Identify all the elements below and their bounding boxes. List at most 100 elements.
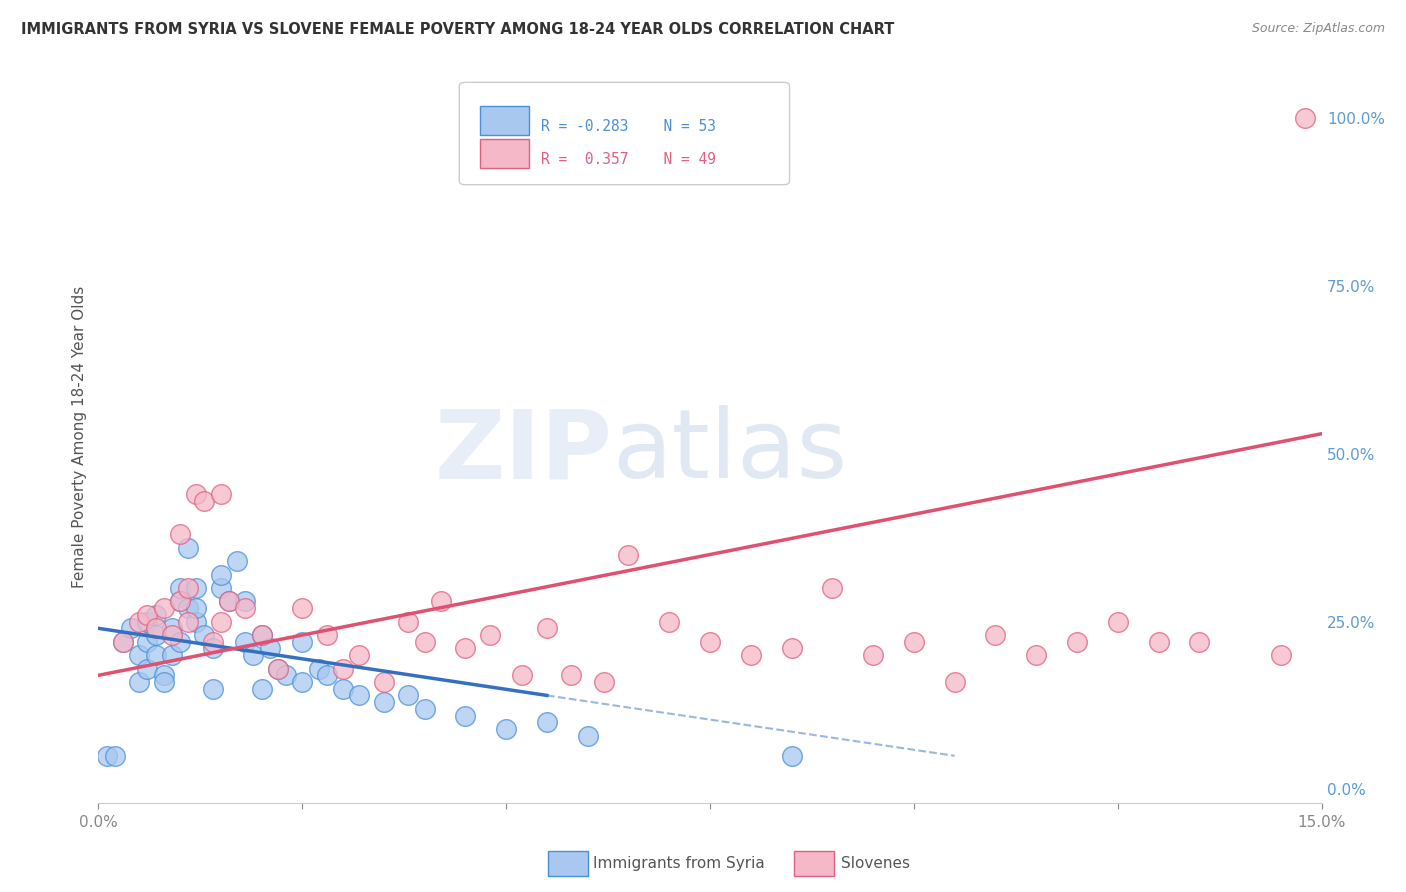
- Point: [1107, 615, 1129, 629]
- Point: [136, 634, 159, 648]
- Point: [250, 628, 273, 642]
- Point: [373, 675, 395, 690]
- Point: [226, 554, 249, 568]
- Point: [332, 662, 354, 676]
- Point: [177, 581, 200, 595]
- Point: [193, 493, 215, 508]
- Point: [699, 634, 721, 648]
- Point: [169, 527, 191, 541]
- Text: R = -0.283    N = 53: R = -0.283 N = 53: [541, 119, 716, 134]
- Point: [259, 641, 281, 656]
- Point: [1147, 634, 1170, 648]
- Point: [267, 662, 290, 676]
- Point: [233, 634, 256, 648]
- Point: [177, 541, 200, 555]
- Text: R =  0.357    N = 49: R = 0.357 N = 49: [541, 152, 716, 167]
- Point: [152, 601, 174, 615]
- Point: [169, 634, 191, 648]
- Point: [209, 581, 232, 595]
- Point: [560, 668, 582, 682]
- Point: [145, 648, 167, 662]
- Point: [349, 689, 371, 703]
- Point: [201, 634, 224, 648]
- Point: [454, 641, 477, 656]
- Point: [218, 594, 240, 608]
- Point: [308, 662, 330, 676]
- Point: [145, 621, 167, 635]
- Point: [160, 628, 183, 642]
- Point: [291, 634, 314, 648]
- Point: [593, 675, 616, 690]
- Point: [128, 615, 150, 629]
- Point: [169, 594, 191, 608]
- Point: [186, 615, 208, 629]
- Point: [145, 607, 167, 622]
- Point: [128, 648, 150, 662]
- Point: [250, 628, 273, 642]
- Point: [413, 634, 436, 648]
- Point: [186, 581, 208, 595]
- Point: [169, 594, 191, 608]
- Point: [111, 634, 134, 648]
- Point: [136, 607, 159, 622]
- Point: [495, 722, 517, 736]
- Point: [1294, 112, 1316, 126]
- Point: [96, 748, 118, 763]
- Point: [617, 548, 640, 562]
- FancyBboxPatch shape: [460, 82, 790, 185]
- Point: [396, 615, 419, 629]
- Point: [193, 628, 215, 642]
- Point: [128, 675, 150, 690]
- Point: [250, 681, 273, 696]
- Point: [233, 601, 256, 615]
- Point: [136, 615, 159, 629]
- Point: [145, 628, 167, 642]
- Point: [274, 668, 297, 682]
- Point: [373, 695, 395, 709]
- Point: [740, 648, 762, 662]
- Point: [169, 581, 191, 595]
- Point: [512, 668, 534, 682]
- Point: [984, 628, 1007, 642]
- Point: [209, 615, 232, 629]
- Point: [120, 621, 142, 635]
- Text: Source: ZipAtlas.com: Source: ZipAtlas.com: [1251, 22, 1385, 36]
- Point: [780, 641, 803, 656]
- Point: [413, 702, 436, 716]
- Point: [1025, 648, 1047, 662]
- Point: [201, 641, 224, 656]
- Point: [862, 648, 884, 662]
- Y-axis label: Female Poverty Among 18-24 Year Olds: Female Poverty Among 18-24 Year Olds: [72, 286, 87, 588]
- Point: [209, 487, 232, 501]
- Point: [903, 634, 925, 648]
- Point: [478, 628, 501, 642]
- Point: [177, 615, 200, 629]
- Point: [233, 594, 256, 608]
- Point: [291, 675, 314, 690]
- Point: [315, 668, 337, 682]
- Point: [111, 634, 134, 648]
- Point: [177, 601, 200, 615]
- Text: IMMIGRANTS FROM SYRIA VS SLOVENE FEMALE POVERTY AMONG 18-24 YEAR OLDS CORRELATIO: IMMIGRANTS FROM SYRIA VS SLOVENE FEMALE …: [21, 22, 894, 37]
- Point: [152, 675, 174, 690]
- Point: [396, 689, 419, 703]
- Point: [315, 628, 337, 642]
- Bar: [479, 106, 529, 135]
- Point: [267, 662, 290, 676]
- Point: [136, 662, 159, 676]
- Point: [160, 648, 183, 662]
- Text: Immigrants from Syria: Immigrants from Syria: [593, 856, 765, 871]
- Bar: [479, 138, 529, 168]
- Point: [1270, 648, 1292, 662]
- Point: [218, 594, 240, 608]
- Point: [349, 648, 371, 662]
- Text: ZIP: ZIP: [434, 405, 612, 499]
- Point: [186, 601, 208, 615]
- Point: [821, 581, 844, 595]
- Point: [160, 621, 183, 635]
- Point: [658, 615, 681, 629]
- Point: [104, 748, 127, 763]
- Point: [536, 715, 558, 730]
- Point: [1066, 634, 1088, 648]
- Point: [201, 681, 224, 696]
